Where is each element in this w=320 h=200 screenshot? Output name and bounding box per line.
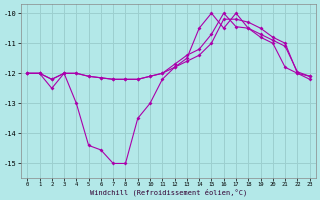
X-axis label: Windchill (Refroidissement éolien,°C): Windchill (Refroidissement éolien,°C) [90, 188, 247, 196]
